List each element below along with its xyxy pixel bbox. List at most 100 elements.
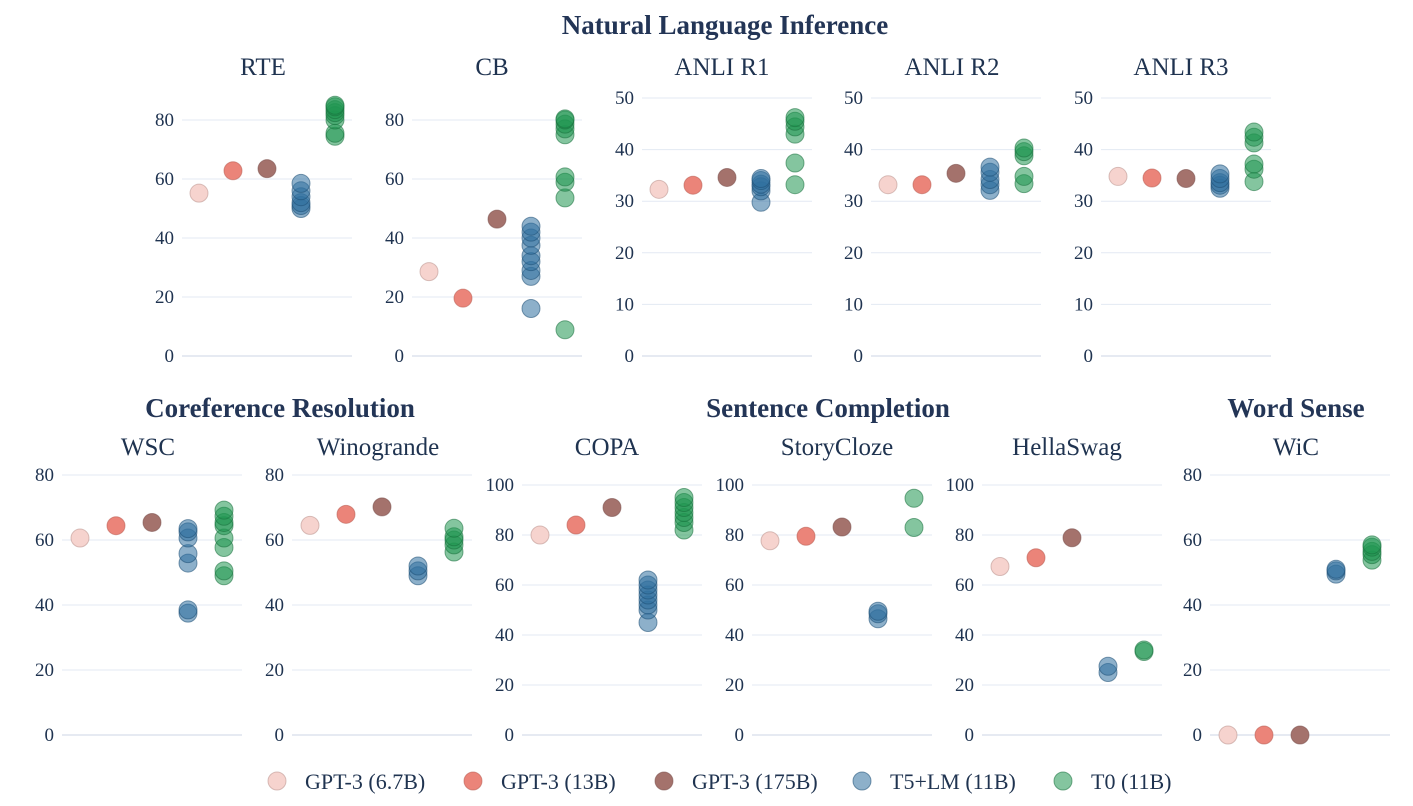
data-point-gpt-3-175b (487, 209, 507, 229)
y-tick-label: 0 (275, 725, 285, 746)
y-tick-label: 20 (385, 287, 404, 308)
legend-item-gpt-3-13b: GPT-3 (13B) (463, 769, 616, 794)
y-tick-label: 40 (385, 228, 404, 249)
group-title-coreference: Coreference Resolution (145, 393, 415, 423)
y-tick-label: 50 (615, 88, 634, 109)
panel-title-wsc: WSC (121, 434, 175, 461)
data-point-gpt-3-6-7b (189, 183, 209, 203)
y-tick-label: 80 (955, 525, 974, 546)
y-tick-label: 10 (615, 294, 634, 315)
data-point-gpt-3-6-7b (1108, 166, 1128, 186)
y-tick-label: 0 (165, 346, 175, 367)
y-tick-label: 0 (625, 346, 635, 367)
y-tick-label: 0 (1193, 725, 1203, 746)
y-tick-label: 100 (946, 475, 975, 496)
y-tick-label: 60 (725, 575, 744, 596)
panel-anli-r3: ANLI R3 0 10 20 30 40 50 (1074, 54, 1271, 367)
y-tick-label: 60 (35, 530, 54, 551)
y-tick-label: 100 (486, 475, 515, 496)
panel-title-anli-r2: ANLI R2 (904, 54, 999, 81)
y-tick-label: 30 (615, 191, 634, 212)
y-tick-label: 50 (1074, 88, 1093, 109)
panel-title-hellaswag: HellaSwag (1012, 434, 1122, 461)
y-tick-label: 0 (1084, 346, 1094, 367)
data-point-t5-lm-11b (178, 519, 198, 539)
data-point-gpt-3-13b (912, 175, 932, 195)
y-tick-label: 60 (1183, 530, 1202, 551)
group-title-word-sense: Word Sense (1227, 393, 1364, 423)
data-point-gpt-3-175b (1062, 528, 1082, 548)
legend-marker (463, 771, 483, 791)
data-point-t0-11b (785, 153, 805, 173)
data-point-gpt-3-175b (1176, 168, 1196, 188)
panel-title-anli-r3: ANLI R3 (1133, 54, 1228, 81)
panel-winogrande: Winogrande 0 20 40 60 80 (265, 434, 472, 746)
panel-title-copa: COPA (575, 434, 639, 461)
y-tick-label: 10 (844, 294, 863, 315)
data-point-gpt-3-175b (946, 163, 966, 183)
data-point-gpt-3-13b (683, 175, 703, 195)
legend-item-gpt-3-6-7b: GPT-3 (6.7B) (267, 769, 425, 794)
y-tick-label: 60 (385, 169, 404, 190)
data-point-t0-11b (674, 488, 694, 507)
group-title-nli: Natural Language Inference (562, 10, 888, 40)
legend-marker (654, 771, 674, 791)
y-tick-label: 40 (725, 625, 744, 646)
data-point-t5-lm-11b (408, 556, 428, 576)
legend-item-t5-lm-11b: T5+LM (11B) (852, 769, 1016, 794)
data-point-gpt-3-175b (1290, 725, 1310, 745)
data-point-t5-lm-11b (868, 601, 888, 621)
data-point-t5-lm-11b (751, 168, 771, 188)
data-point-t0-11b (1134, 640, 1154, 660)
data-point-gpt-3-6-7b (70, 528, 90, 548)
data-point-gpt-3-175b (257, 159, 277, 179)
legend-label: GPT-3 (175B) (692, 769, 818, 794)
data-point-gpt-3-13b (796, 526, 816, 546)
panel-title-rte: RTE (240, 54, 286, 81)
y-tick-label: 40 (155, 228, 174, 249)
data-point-gpt-3-13b (566, 515, 586, 535)
y-tick-label: 20 (495, 675, 514, 696)
y-tick-label: 80 (155, 110, 174, 131)
panel-title-wic: WiC (1273, 434, 1319, 461)
data-point-gpt-3-13b (106, 516, 126, 536)
data-point-gpt-3-13b (223, 161, 243, 181)
panel-rte: RTE 0 20 40 60 80 (155, 54, 352, 367)
panel-anli-r2: ANLI R2 0 10 20 30 40 50 (844, 54, 1041, 367)
data-point-t0-11b (555, 167, 575, 187)
y-tick-label: 20 (725, 675, 744, 696)
data-point-t5-lm-11b (178, 600, 198, 620)
data-point-t0-11b (214, 561, 234, 581)
data-point-gpt-3-6-7b (760, 531, 780, 551)
data-point-gpt-3-175b (372, 497, 392, 517)
data-point-t0-11b (785, 175, 805, 195)
data-point-t0-11b (904, 488, 924, 508)
y-tick-label: 20 (1183, 660, 1202, 681)
data-point-t0-11b (904, 518, 924, 537)
data-point-gpt-3-175b (142, 512, 162, 532)
panel-cb: CB 0 20 40 60 80 (385, 54, 582, 367)
y-tick-label: 0 (965, 725, 975, 746)
panel-wic: WiC 0 20 40 60 80 (1183, 434, 1390, 746)
data-point-gpt-3-6-7b (649, 179, 669, 199)
y-tick-label: 80 (265, 465, 284, 486)
y-tick-label: 30 (844, 191, 863, 212)
y-tick-label: 0 (45, 725, 55, 746)
data-point-t0-11b (444, 518, 464, 538)
data-point-gpt-3-6-7b (419, 262, 439, 282)
data-point-t0-11b (1244, 122, 1264, 142)
panel-title-storycloze: StoryCloze (781, 434, 894, 461)
y-tick-label: 20 (1074, 243, 1093, 264)
y-tick-label: 0 (735, 725, 745, 746)
y-tick-label: 40 (844, 140, 863, 161)
data-point-t0-11b (1362, 535, 1382, 555)
data-point-gpt-3-6-7b (878, 175, 898, 195)
data-point-t5-lm-11b (1326, 559, 1346, 579)
legend-marker (267, 771, 287, 791)
data-point-gpt-3-175b (717, 167, 737, 187)
panel-title-cb: CB (475, 54, 508, 81)
y-tick-label: 40 (495, 625, 514, 646)
data-point-gpt-3-13b (453, 288, 473, 308)
data-point-t5-lm-11b (291, 173, 311, 193)
